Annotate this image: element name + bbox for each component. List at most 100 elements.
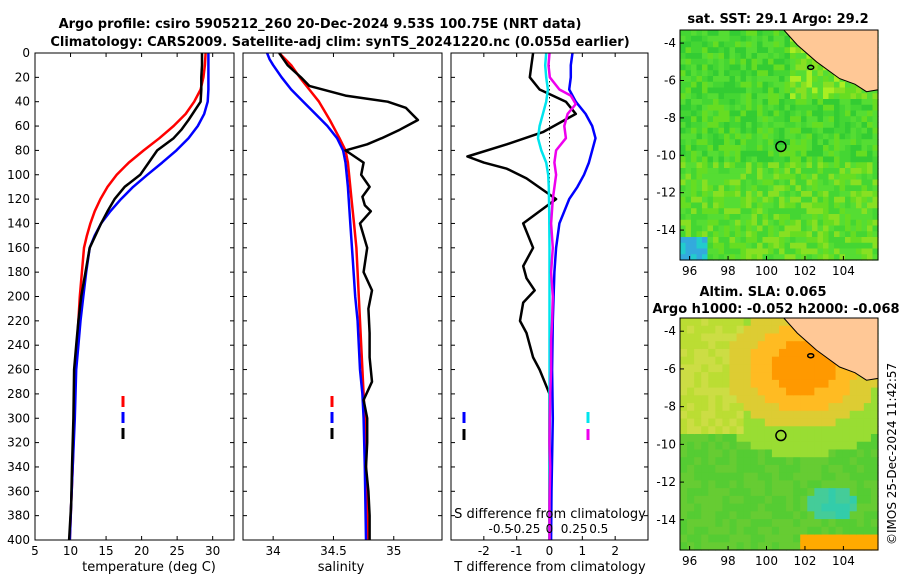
map-cell xyxy=(751,196,758,204)
map-cell xyxy=(768,225,775,232)
map-cell xyxy=(834,99,841,106)
map-cell xyxy=(751,173,758,181)
map-cell xyxy=(757,333,766,342)
map-xtick-label: 102 xyxy=(793,554,816,568)
map-cell xyxy=(842,472,851,481)
map-cell xyxy=(812,133,819,140)
map-cell xyxy=(768,237,775,244)
map-cell xyxy=(713,185,720,192)
map-cell xyxy=(694,379,702,389)
map-cell xyxy=(718,231,725,238)
map-cell xyxy=(685,179,692,186)
map-cell xyxy=(786,410,794,420)
map-cell xyxy=(729,364,738,373)
map-cell xyxy=(867,179,874,186)
map-cell xyxy=(729,225,736,232)
map-cell xyxy=(680,173,687,181)
map-cell xyxy=(735,41,742,48)
map-cell xyxy=(750,534,759,543)
map-cell xyxy=(834,87,841,94)
map-cell xyxy=(856,145,863,152)
map-cell xyxy=(696,208,703,215)
map-cell xyxy=(707,214,714,221)
map-cell xyxy=(784,133,791,140)
map-cell xyxy=(724,99,731,106)
map-cell xyxy=(685,208,692,215)
map-cell xyxy=(779,87,786,94)
map-ytick-label: -6 xyxy=(664,362,676,376)
map-cell xyxy=(762,47,769,54)
map-cell xyxy=(743,348,752,358)
map-cell xyxy=(735,168,742,175)
map-cell xyxy=(757,145,764,152)
map-cell xyxy=(729,379,738,389)
map-cell xyxy=(850,191,857,198)
map-cell xyxy=(736,341,745,350)
map-cell xyxy=(701,472,709,481)
map-cell xyxy=(691,87,698,94)
map-cell xyxy=(762,41,769,48)
map-cell xyxy=(680,379,688,389)
map-cell xyxy=(786,526,794,536)
map-ytick-label: -12 xyxy=(656,475,676,489)
map-cell xyxy=(702,202,709,209)
map-cell xyxy=(746,122,753,129)
map-cell xyxy=(828,495,837,505)
map-cell xyxy=(707,208,714,215)
map-cell xyxy=(828,387,837,396)
map-cell xyxy=(814,356,823,365)
map-cell xyxy=(691,41,698,48)
map-cell xyxy=(702,58,709,66)
map-cell xyxy=(795,70,802,77)
map-cell xyxy=(687,503,695,512)
map-cell xyxy=(856,127,863,135)
map-cell xyxy=(821,480,830,489)
map-cell xyxy=(757,341,766,350)
map-cell xyxy=(823,196,830,204)
map-cell xyxy=(828,81,835,89)
map-cell xyxy=(790,81,797,89)
map-cell xyxy=(793,480,801,489)
map-cell xyxy=(708,457,716,466)
map-cell xyxy=(680,76,687,83)
map-cell xyxy=(856,534,865,543)
map-cell xyxy=(793,472,801,481)
map-cell xyxy=(740,191,747,198)
map-cell xyxy=(746,133,753,140)
map-cell xyxy=(784,231,791,238)
map-cell xyxy=(757,387,766,396)
map-cell xyxy=(729,87,736,94)
map-cell xyxy=(718,76,725,83)
map-cell xyxy=(845,248,852,255)
map-cell xyxy=(834,196,841,204)
map-cell xyxy=(773,214,780,221)
map-cell xyxy=(702,208,709,215)
map-cell xyxy=(764,457,773,466)
map-cell xyxy=(701,511,709,520)
map-cell xyxy=(856,110,863,117)
map-cell xyxy=(835,364,844,373)
map-cell xyxy=(784,70,791,77)
map-cell xyxy=(773,116,780,123)
map-cell xyxy=(757,110,764,117)
map-cell xyxy=(861,110,868,117)
map-ytick-label: -6 xyxy=(664,73,676,87)
map-cell xyxy=(821,426,830,435)
map-cell xyxy=(795,179,802,186)
map-cell xyxy=(842,495,851,505)
map-cell xyxy=(835,426,844,435)
map-cell xyxy=(773,87,780,94)
map-cell xyxy=(856,87,863,94)
map-cell xyxy=(786,426,794,435)
map-cell xyxy=(718,173,725,181)
map-cell xyxy=(701,348,709,358)
map-cell xyxy=(823,133,830,140)
map-cell xyxy=(779,70,786,77)
ytick-label: 240 xyxy=(7,338,30,352)
map-cell xyxy=(713,87,720,94)
map-cell xyxy=(685,35,692,43)
map-cell xyxy=(702,248,709,255)
map-cell xyxy=(812,81,819,89)
map-cell xyxy=(724,196,731,204)
map-cell xyxy=(856,139,863,146)
